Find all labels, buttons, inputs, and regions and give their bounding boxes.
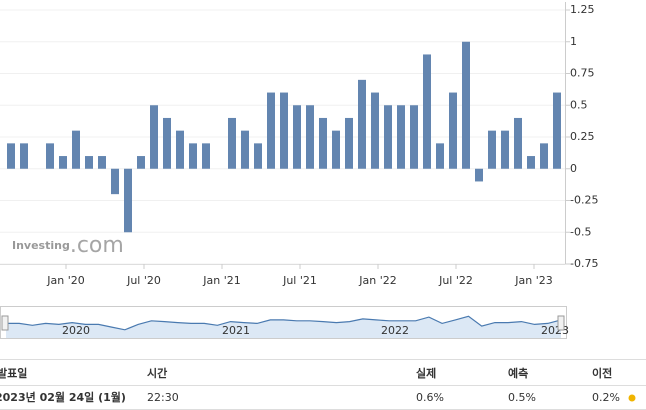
bar: [423, 54, 431, 169]
bar: [462, 41, 470, 169]
y-tick-label: 1.25: [570, 3, 595, 16]
bar: [7, 143, 15, 169]
bar: [293, 105, 301, 169]
bar: [254, 143, 262, 169]
watermark-suffix: .com: [70, 233, 124, 258]
table-header: 예측: [508, 366, 528, 380]
table-cell: 2023년 02월 24일 (1월): [0, 390, 126, 404]
bar: [319, 117, 327, 169]
bar: [488, 130, 496, 169]
bar: [111, 168, 119, 195]
bar: [228, 117, 236, 169]
bar: [137, 156, 145, 169]
bar: [410, 105, 418, 169]
table-cell: 0.5%: [508, 391, 536, 404]
watermark-main: Investing: [12, 239, 70, 252]
y-tick-label: 0.25: [570, 130, 595, 143]
bar: [72, 130, 80, 169]
bar: [371, 92, 379, 169]
navigator-handle: [1, 315, 9, 331]
bar: [267, 92, 275, 169]
y-tick-label: -0.5: [570, 225, 591, 238]
navigator-line: [6, 315, 562, 331]
x-tick-label: Jan '21: [202, 274, 240, 287]
bar: [163, 117, 171, 169]
navigator-handle: [557, 315, 565, 331]
table-cell: 0.2%: [592, 391, 620, 404]
table-header: 시간: [147, 366, 167, 380]
status-dot: [628, 394, 636, 402]
bar: [332, 130, 340, 169]
bar: [527, 156, 535, 169]
bar: [202, 143, 210, 169]
table-header: 발표일: [0, 366, 27, 380]
bar: [449, 92, 457, 169]
bar: [553, 92, 561, 169]
table-cell: 0.6%: [416, 391, 444, 404]
x-tick-label: Jan '23: [514, 274, 552, 287]
x-tick-label: Jan '22: [358, 274, 396, 287]
bar: [46, 143, 54, 169]
bar: [98, 156, 106, 169]
navigator-label: 2021: [222, 324, 250, 337]
table-cell: 22:30: [147, 391, 179, 404]
navigator-area: [6, 316, 561, 338]
bar: [20, 143, 28, 169]
y-tick-label: 0.5: [570, 98, 588, 111]
bar: [176, 130, 184, 169]
bar: [540, 143, 548, 169]
bar: [358, 79, 366, 169]
navigator-label: 2022: [381, 324, 409, 337]
bar: [436, 143, 444, 169]
x-tick-label: Jan '20: [46, 274, 84, 287]
bar: [384, 105, 392, 169]
bar: [475, 168, 483, 182]
x-tick-label: Jul '22: [438, 274, 473, 287]
bar: [59, 156, 67, 169]
bar: [280, 92, 288, 169]
x-tick-label: Jul '20: [126, 274, 161, 287]
bar: [397, 105, 405, 169]
x-tick-label: Jul '21: [282, 274, 317, 287]
table-header: 실제: [416, 366, 436, 380]
y-tick-label: -0.75: [570, 257, 598, 270]
bar: [514, 117, 522, 169]
bar: [150, 105, 158, 169]
bar: [501, 130, 509, 169]
bar: [124, 168, 132, 233]
y-tick-label: 0.75: [570, 67, 595, 80]
bar: [241, 130, 249, 169]
bar: [306, 105, 314, 169]
y-tick-label: -0.25: [570, 194, 598, 207]
watermark: Investing.com: [12, 233, 124, 258]
y-tick-label: 0: [570, 162, 577, 175]
bar: [345, 117, 353, 169]
navigator-label: 2023: [541, 324, 569, 337]
y-tick-label: 1: [570, 35, 577, 48]
bar: [85, 156, 93, 169]
navigator-label: 2020: [62, 324, 90, 337]
table-header: 이전: [592, 366, 612, 380]
bar: [189, 143, 197, 169]
